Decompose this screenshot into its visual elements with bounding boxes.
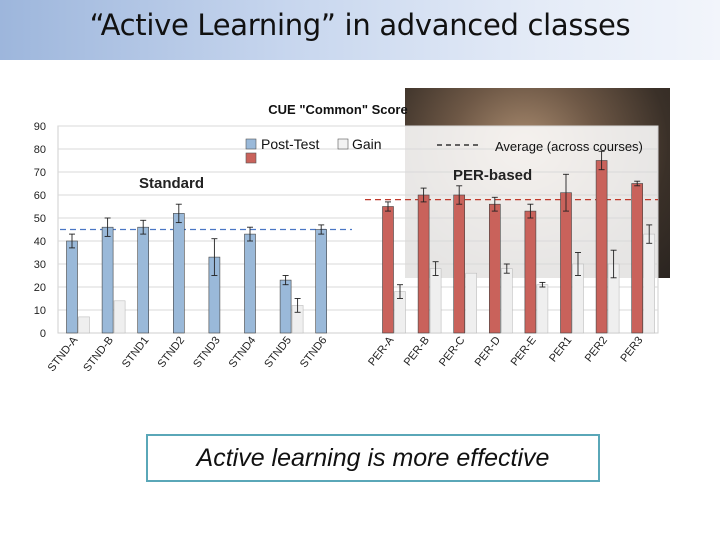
bar-gain-PER-C [465,272,478,334]
y-tick-label-30: 30 [34,259,46,271]
y-tick-label-60: 60 [34,190,46,202]
slide-header: “Active Learning” in advanced classes [0,0,720,60]
y-tick-label-10: 10 [34,305,46,317]
bar-post-test-PER1 [560,192,572,334]
slide-title: “Active Learning” in advanced classes [89,8,631,42]
legend-post-test-swatch-per [245,152,257,164]
bar-gain-PER-D [500,268,513,334]
y-tick-label-90: 90 [34,121,46,133]
bar-gain-STND-B [113,300,126,334]
x-tick-label-STND6: STND6 [298,334,330,370]
x-tick-label-PER2: PER2 [583,334,610,364]
y-tick-label-40: 40 [34,236,46,248]
x-tick-label-STND3: STND3 [191,334,223,370]
y-tick-label-70: 70 [34,167,46,179]
bar-post-test-STND4 [244,233,256,334]
x-tick-label-PER-B: PER-B [402,334,432,368]
conclusion-callout: Active learning is more effective [146,434,600,482]
bar-gain-PER-E [536,284,549,334]
y-tick-label-20: 20 [34,282,46,294]
bar-post-test-STND-A [66,240,78,334]
bar-gain-PER3 [643,233,656,334]
x-tick-label-STND4: STND4 [227,334,259,370]
bar-post-test-STND6 [315,229,328,334]
legend-gain-label: Gain [352,136,382,152]
bar-post-test-PER2 [595,160,608,334]
y-tick-label-50: 50 [34,213,46,225]
group-label-standard: Standard [139,175,204,192]
x-tick-label-STND5: STND5 [262,334,294,370]
bar-post-test-PER-A [382,206,394,334]
bar-gain-STND-A [78,316,90,334]
x-tick-label-PER-A: PER-A [366,334,397,368]
chart-title: CUE "Common" Score [268,102,407,117]
x-tick-label-PER-D: PER-D [473,334,504,368]
bar-gain-PER-B [429,268,442,334]
plot-area [57,125,659,334]
x-tick-label-STND-B: STND-B [81,334,116,374]
bar-post-test-STND-B [101,226,114,334]
bar-post-test-STND1 [137,226,149,334]
bar-post-test-STND5 [279,279,292,334]
bar-post-test-PER-E [524,210,537,334]
x-tick-label-PER-C: PER-C [437,334,468,368]
bar-post-test-PER-C [453,194,466,334]
y-tick-label-0: 0 [40,328,46,340]
legend-post-test-label: Post-Test [261,136,319,152]
bar-post-test-PER-B [417,194,430,334]
x-tick-label-STND2: STND2 [156,334,188,370]
x-tick-label-PER3: PER3 [618,334,645,364]
legend-gain-swatch [337,138,349,150]
x-tick-label-STND1: STND1 [120,334,152,370]
x-tick-label-PER1: PER1 [547,334,574,364]
y-tick-label-80: 80 [34,144,46,156]
bar-post-test-PER-D [488,203,501,334]
group-label-per-based: PER-based [453,167,532,184]
x-tick-label-STND-A: STND-A [46,334,81,374]
x-tick-label-PER-E: PER-E [509,334,539,368]
bar-post-test-PER3 [631,183,644,334]
legend-post-test-swatch [245,138,257,150]
legend-average-label: Average (across courses) [495,139,643,154]
cue-score-bar-chart: STND-A STND-B STND1 STND2 STND3 STND4 STND5 STN… [34,102,659,374]
bar-post-test-STND2 [173,213,185,334]
